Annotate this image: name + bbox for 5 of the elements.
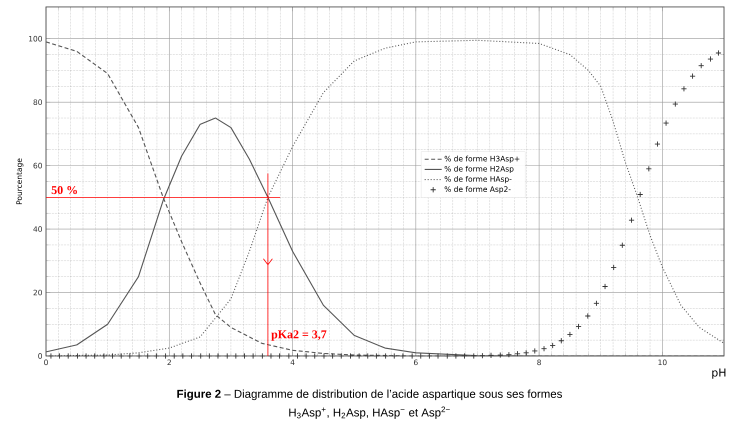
annotation: pKa2 = 3,7 bbox=[271, 330, 326, 341]
text: Figure 2 – Diagramme de distribution de l’acide aspartique sous ses formes bbox=[177, 390, 562, 400]
x-axis-title: pH bbox=[712, 368, 726, 379]
text: H$_{3}$Asp$^{+}$, H$_{2}$Asp, HAsp$^{−}$ et Asp$^{2−}$ bbox=[289, 406, 450, 419]
ref-line-label: 50 % bbox=[52, 186, 77, 194]
